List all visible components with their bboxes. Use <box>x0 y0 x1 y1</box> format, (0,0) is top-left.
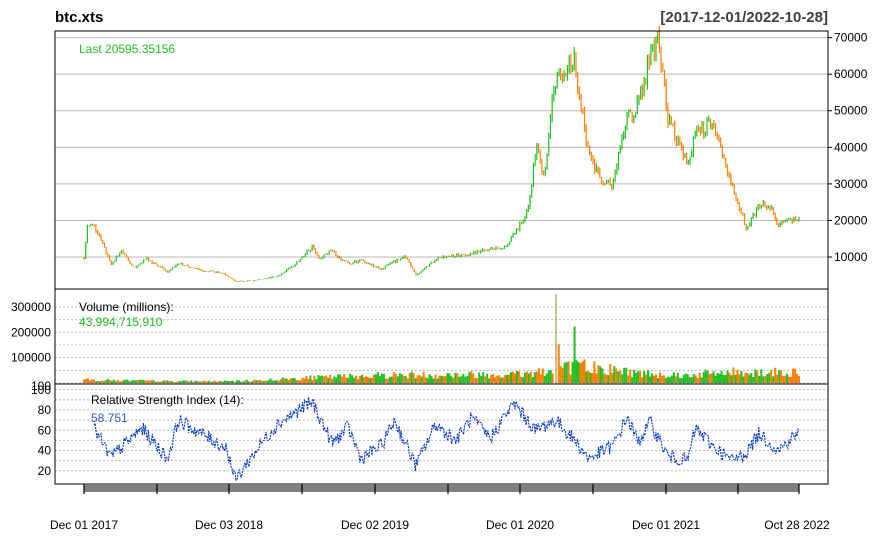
x-tick-label: Oct 28 2022 <box>764 518 830 532</box>
rsi-tick-label: 20 <box>38 464 52 478</box>
x-tick-label: Dec 01 2017 <box>50 518 118 532</box>
y-axis-ticks: 70000 60000 50000 40000 30000 20000 10000 30000… <box>11 31 868 478</box>
price-tick-label: 20000 <box>834 213 868 227</box>
volume-tick-label: 100 <box>31 379 51 393</box>
price-tick-label: 60000 <box>834 67 868 81</box>
x-axis-strip <box>84 484 799 492</box>
volume-tick-label: 100000 <box>11 351 51 365</box>
volume-series <box>83 294 800 383</box>
price-tick-label: 70000 <box>834 31 868 45</box>
date-range-label: [2017-12-01/2022-10-28] <box>660 9 828 26</box>
price-series <box>83 26 800 283</box>
chart-title: btc.xts <box>55 9 103 26</box>
x-axis: Dec 01 2017 Dec 03 2018 Dec 02 2019 Dec 01 … <box>50 484 830 532</box>
rsi-legend: Relative Strength Index (14): <box>91 393 244 407</box>
rsi-tick-label: 100 <box>31 383 51 397</box>
grid-layer <box>55 37 828 472</box>
price-tick-label: 10000 <box>834 250 868 264</box>
x-tick-label: Dec 02 2019 <box>341 518 409 532</box>
rsi-tick-label: 40 <box>38 444 52 458</box>
price-legend: Last 20595.35156 <box>79 42 175 56</box>
volume-tick-label: 200000 <box>11 325 51 339</box>
price-panel-frame <box>54 30 829 290</box>
rsi-line <box>93 397 800 482</box>
rsi-legend-value: 58.751 <box>91 411 128 425</box>
price-tick-label: 30000 <box>834 177 868 191</box>
rsi-tick-label: 60 <box>38 423 52 437</box>
volume-tick-label: 300000 <box>11 300 51 314</box>
x-tick-label: Dec 03 2018 <box>195 518 263 532</box>
rsi-series <box>93 397 800 482</box>
price-tick-label: 50000 <box>834 104 868 118</box>
price-tick-label: 40000 <box>834 140 868 154</box>
rsi-tick-label: 80 <box>38 403 52 417</box>
volume-legend: Volume (millions): <box>79 300 174 314</box>
x-tick-label: Dec 01 2021 <box>632 518 700 532</box>
x-tick-label: Dec 01 2020 <box>486 518 554 532</box>
volume-legend-value: 43,994,715,910 <box>79 315 163 329</box>
